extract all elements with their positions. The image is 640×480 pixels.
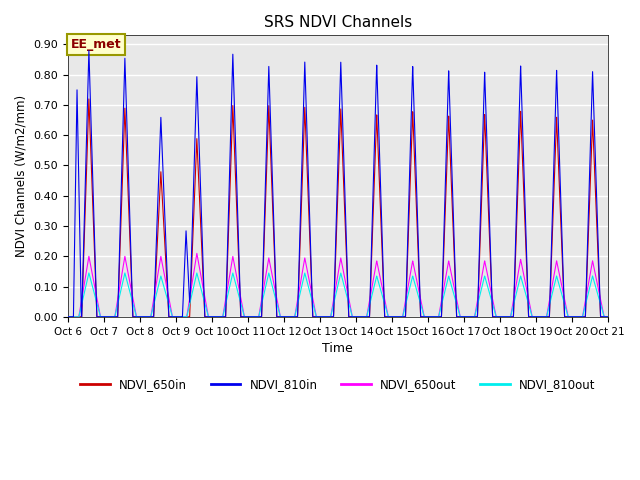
Y-axis label: NDVI Channels (W/m2/mm): NDVI Channels (W/m2/mm) xyxy=(15,95,28,257)
X-axis label: Time: Time xyxy=(323,342,353,355)
Text: EE_met: EE_met xyxy=(71,38,122,51)
Legend: NDVI_650in, NDVI_810in, NDVI_650out, NDVI_810out: NDVI_650in, NDVI_810in, NDVI_650out, NDV… xyxy=(76,373,600,396)
Title: SRS NDVI Channels: SRS NDVI Channels xyxy=(264,15,412,30)
